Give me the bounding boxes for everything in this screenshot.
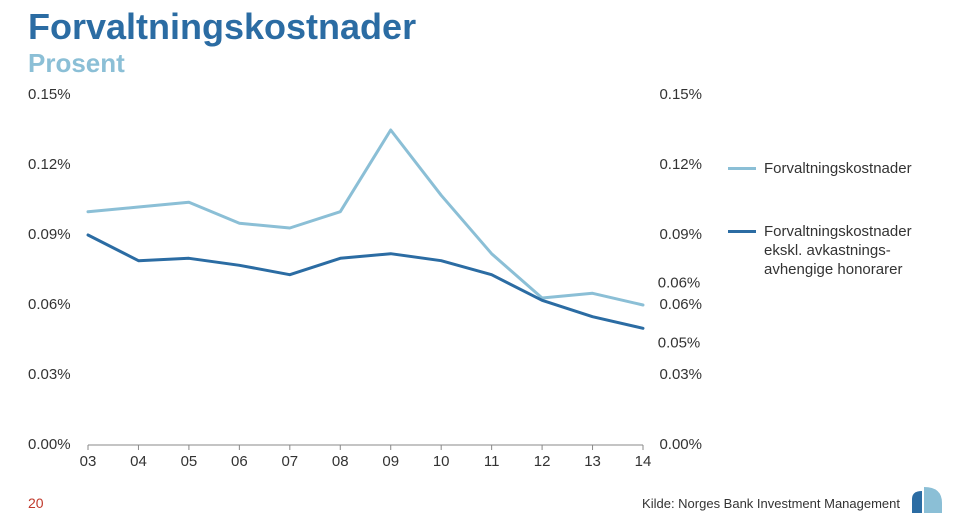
y-axis-label-right: 0.12%	[647, 156, 702, 173]
legend-item: Forvaltningskostnader	[728, 160, 928, 179]
x-axis-label: 09	[382, 453, 399, 470]
y-axis-label-right: 0.00%	[647, 436, 702, 453]
chart-container: 0.00% 0.00% 0.03% 0.03% 0.06% 0.06% 0.09% 0.09%…	[28, 95, 932, 470]
legend-label: Forvaltningskostnader ekskl. avkastnings…	[764, 223, 928, 279]
y-axis-label-right: 0.09%	[647, 226, 702, 243]
y-axis-label-left: 0.09%	[28, 226, 83, 243]
y-axis-label-left: 0.03%	[28, 366, 83, 383]
legend-swatch	[728, 167, 756, 170]
y-axis-label-right: 0.15%	[647, 86, 702, 103]
y-axis-label-left: 0.06%	[28, 296, 83, 313]
y-axis-label-left: 0.00%	[28, 436, 83, 453]
y-axis-label-right: 0.06%	[647, 296, 702, 313]
x-axis-label: 10	[433, 453, 450, 470]
x-axis-label: 04	[130, 453, 147, 470]
x-axis-label: 08	[332, 453, 349, 470]
source-credit: Kilde: Norges Bank Investment Management	[642, 496, 900, 511]
legend-swatch	[728, 230, 756, 233]
legend-item: Forvaltningskostnader ekskl. avkastnings…	[728, 223, 928, 279]
y-axis-label-right: 0.03%	[647, 366, 702, 383]
chart-plot	[88, 95, 643, 445]
x-axis-label: 11	[484, 453, 500, 470]
data-point-label: 0.06%	[658, 275, 701, 292]
x-axis-label: 05	[181, 453, 198, 470]
x-axis-label: 06	[231, 453, 248, 470]
legend-label: Forvaltningskostnader	[764, 160, 912, 179]
nbim-logo-icon	[910, 485, 944, 515]
x-axis-label: 13	[584, 453, 601, 470]
x-axis-label: 12	[534, 453, 551, 470]
page-subtitle: Prosent	[28, 48, 125, 79]
x-axis-label: 07	[281, 453, 298, 470]
y-axis-label-left: 0.15%	[28, 86, 83, 103]
y-axis-label-left: 0.12%	[28, 156, 83, 173]
page-title: Forvaltningskostnader	[28, 6, 416, 48]
x-axis-label: 14	[635, 453, 652, 470]
data-point-label: 0.05%	[658, 334, 701, 351]
page-number: 20	[28, 495, 44, 511]
x-axis-label: 03	[80, 453, 97, 470]
